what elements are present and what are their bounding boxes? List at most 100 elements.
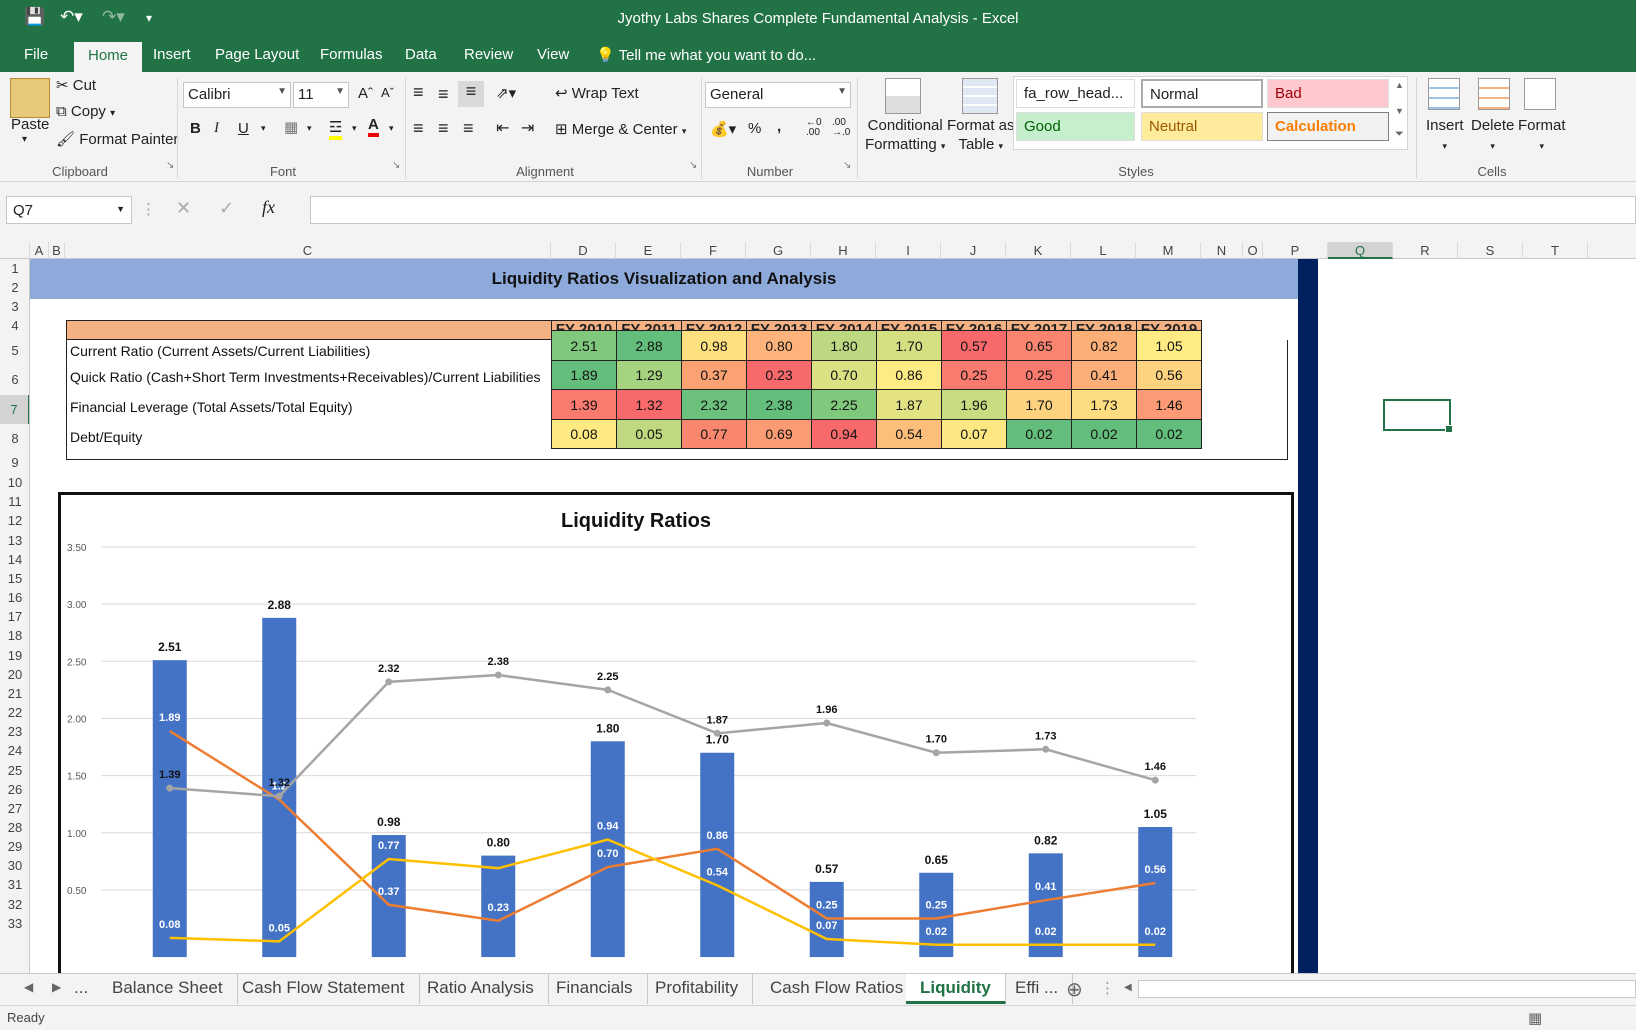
select-all-button[interactable] <box>0 242 30 259</box>
gallery-more-icon[interactable]: ⏷ <box>1395 128 1404 140</box>
style-fa-row-head[interactable]: fa_row_head... <box>1016 79 1135 108</box>
fill-color-dropdown-icon[interactable]: ▾ <box>352 123 357 133</box>
scroll-tabs-left-icon[interactable]: ◀ <box>24 980 34 994</box>
table-cell[interactable]: 1.70 <box>1006 389 1072 420</box>
table-cell[interactable]: 0.02 <box>1006 419 1072 449</box>
row-header-7[interactable]: 7 <box>0 395 29 424</box>
row-header-17[interactable]: 17 <box>7 609 23 624</box>
enter-icon[interactable]: ✓ <box>219 198 235 218</box>
column-header-n[interactable]: N <box>1201 242 1243 259</box>
table-cell[interactable]: 0.05 <box>616 419 682 449</box>
column-header-j[interactable]: J <box>941 242 1006 259</box>
row-header-9[interactable]: 9 <box>11 455 19 470</box>
format-as-table-button[interactable]: Format as Table ▾ <box>947 116 1015 156</box>
column-header-b[interactable]: B <box>49 242 65 259</box>
gallery-scroll-down-icon[interactable]: ▼ <box>1395 106 1404 116</box>
align-right-icon[interactable]: ≡ <box>463 118 474 138</box>
copy-button[interactable]: ⧉ Copy ▾ <box>56 103 115 120</box>
table-cell[interactable]: 0.37 <box>681 360 747 390</box>
row-header-14[interactable]: 14 <box>7 552 23 567</box>
format-button[interactable]: Format ▾ <box>1518 116 1566 156</box>
tab-formulas[interactable]: Formulas <box>320 46 383 63</box>
column-header-s[interactable]: S <box>1458 242 1523 259</box>
table-cell[interactable]: 2.25 <box>811 389 877 420</box>
clipboard-launcher-icon[interactable]: ↘ <box>166 160 175 171</box>
sheet-tab-cash-flow-statement[interactable]: Cash Flow Statement <box>228 974 420 1004</box>
row-header-27[interactable]: 27 <box>7 801 23 816</box>
row-header-10[interactable]: 10 <box>7 475 23 490</box>
table-cell[interactable]: 0.80 <box>746 330 812 361</box>
row-header-20[interactable]: 20 <box>7 667 23 682</box>
style-neutral[interactable]: Neutral <box>1141 112 1263 141</box>
table-cell[interactable]: 0.25 <box>941 360 1007 390</box>
sheet-tab-cash-flow-ratios[interactable]: Cash Flow Ratios <box>756 974 919 1004</box>
middle-align-icon[interactable]: ≡ <box>438 84 449 104</box>
table-cell[interactable]: 1.46 <box>1136 389 1202 420</box>
tab-view[interactable]: View <box>537 46 570 63</box>
font-launcher-icon[interactable]: ↘ <box>392 160 401 171</box>
save-icon[interactable]: 💾 <box>24 7 46 26</box>
table-cell[interactable]: 0.54 <box>876 419 942 449</box>
delete-cells-icon[interactable] <box>1478 78 1510 110</box>
table-cell[interactable]: 1.39 <box>551 389 617 420</box>
cancel-icon[interactable]: ✕ <box>176 198 192 218</box>
column-header-p[interactable]: P <box>1263 242 1328 259</box>
row-header-32[interactable]: 32 <box>7 897 23 912</box>
column-header-i[interactable]: I <box>876 242 941 259</box>
sheet-tab-[interactable]: ... <box>74 978 89 997</box>
format-cells-icon[interactable] <box>1524 78 1556 110</box>
normal-view-icon[interactable]: ▦ <box>1528 1010 1543 1027</box>
row-header-12[interactable]: 12 <box>7 513 23 528</box>
sheet-tab-balance-sheet[interactable]: Balance Sheet <box>98 974 238 1004</box>
redo-icon[interactable]: ↷▾ <box>102 7 125 26</box>
column-header-m[interactable]: M <box>1136 242 1201 259</box>
new-sheet-icon[interactable]: ⊕ <box>1066 979 1083 1001</box>
column-header-d[interactable]: D <box>551 242 616 259</box>
row-header-18[interactable]: 18 <box>7 628 23 643</box>
row-header-3[interactable]: 3 <box>11 299 19 314</box>
sheet-tab-ratio-analysis[interactable]: Ratio Analysis <box>413 974 549 1004</box>
table-cell[interactable]: 0.65 <box>1006 330 1072 361</box>
column-header-r[interactable]: R <box>1393 242 1458 259</box>
style-bad[interactable]: Bad <box>1267 79 1389 108</box>
merge-center-button[interactable]: ⊞ Merge & Center ▾ <box>555 120 686 138</box>
bold-icon[interactable]: B <box>190 120 201 137</box>
row-header-19[interactable]: 19 <box>7 648 23 663</box>
table-cell[interactable]: 1.29 <box>616 360 682 390</box>
table-cell[interactable]: 2.32 <box>681 389 747 420</box>
font-size-combo[interactable]: 11 ▼ <box>293 82 349 108</box>
font-color-icon[interactable]: A <box>368 116 379 137</box>
table-cell[interactable]: 0.69 <box>746 419 812 449</box>
percent-icon[interactable]: % <box>748 120 762 137</box>
tab-data[interactable]: Data <box>405 46 437 63</box>
table-cell[interactable]: 0.86 <box>876 360 942 390</box>
alignment-launcher-icon[interactable]: ↘ <box>689 160 698 171</box>
accounting-format-icon[interactable]: 💰▾ <box>710 121 737 138</box>
bottom-align-icon[interactable]: ≡ <box>458 81 484 107</box>
row-header-31[interactable]: 31 <box>7 877 23 892</box>
column-header-c[interactable]: C <box>65 242 551 259</box>
table-cell[interactable]: 1.70 <box>876 330 942 361</box>
table-cell[interactable]: 1.89 <box>551 360 617 390</box>
increase-decimal-icon[interactable]: ←0.00 <box>806 117 822 138</box>
row-header-15[interactable]: 15 <box>7 571 23 586</box>
row-header-13[interactable]: 13 <box>7 533 23 548</box>
format-as-table-icon[interactable] <box>962 78 998 114</box>
formula-input[interactable] <box>310 196 1636 224</box>
hscroll-left-icon[interactable]: ◀ <box>1124 982 1132 993</box>
row-header-22[interactable]: 22 <box>7 705 23 720</box>
worksheet-grid[interactable]: Liquidity Ratios Visualization and Analy… <box>30 259 1636 973</box>
insert-function-icon[interactable]: fx <box>262 197 275 217</box>
delete-button[interactable]: Delete ▾ <box>1471 116 1514 156</box>
name-box[interactable]: Q7 ▼ <box>6 196 132 224</box>
underline-icon[interactable]: U <box>238 120 249 137</box>
table-cell[interactable]: 0.57 <box>941 330 1007 361</box>
row-header-21[interactable]: 21 <box>7 686 23 701</box>
row-header-28[interactable]: 28 <box>7 820 23 835</box>
tab-home[interactable]: Home <box>74 42 143 72</box>
table-cell[interactable]: 0.02 <box>1071 419 1137 449</box>
row-header-11[interactable]: 11 <box>8 494 22 509</box>
row-header-25[interactable]: 25 <box>7 763 23 778</box>
table-cell[interactable]: 0.77 <box>681 419 747 449</box>
table-cell[interactable]: 2.88 <box>616 330 682 361</box>
